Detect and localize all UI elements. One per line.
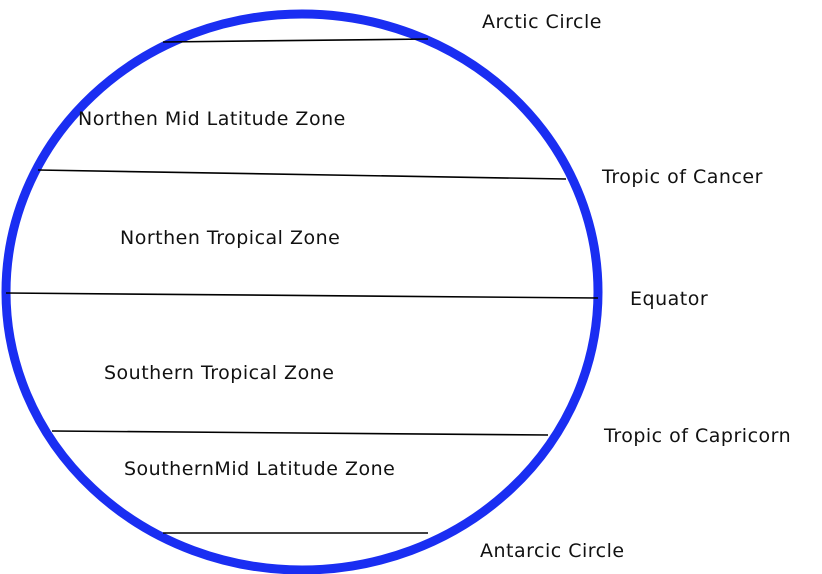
northern-mid-latitude-zone-label: Northen Mid Latitude Zone [78, 108, 346, 130]
tropic-of-capricorn-line [51, 430, 549, 436]
arctic-circle-label: Arctic Circle [482, 11, 602, 33]
arctic-circle-line [162, 38, 429, 43]
globe-outline [1, 9, 603, 574]
southern-tropical-zone-label: Southern Tropical Zone [104, 362, 334, 384]
northern-tropical-zone-label: Northen Tropical Zone [120, 227, 340, 249]
southern-mid-latitude-zone-label: SouthernMid Latitude Zone [124, 458, 395, 480]
tropic-of-cancer-line [37, 169, 567, 180]
tropic-of-capricorn-label: Tropic of Capricorn [603, 425, 791, 447]
equator-line [5, 292, 599, 299]
antarctic-circle-label: Antarcic Circle [480, 540, 625, 562]
tropic-of-cancer-label: Tropic of Cancer [601, 166, 763, 188]
equator-label: Equator [630, 288, 708, 310]
